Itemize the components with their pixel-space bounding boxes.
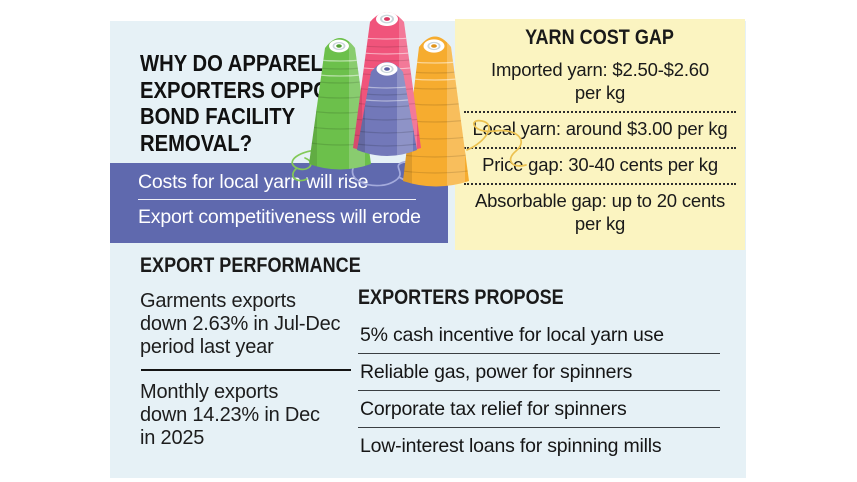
main-title-line: BOND FACILITY <box>140 103 296 130</box>
yarn-cost-item-imported: Imported yarn: $2.50-$2.60 per kg <box>464 54 736 113</box>
exporters-propose-section: EXPORTERS PROPOSE 5% cash incentive for … <box>358 286 720 464</box>
propose-item: Reliable gas, power for spinners <box>358 354 720 391</box>
exporters-propose-title: EXPORTERS PROPOSE <box>358 286 564 309</box>
concerns-divider <box>138 199 416 200</box>
main-title-line: EXPORTERS OPPOSE <box>140 76 356 103</box>
export-performance-section: EXPORT PERFORMANCE Garments exports down… <box>140 254 365 450</box>
main-title: WHY DO APPAREL EXPORTERS OPPOSE BOND FAC… <box>140 50 440 157</box>
concern-item: Export competitiveness will erode <box>138 206 421 228</box>
main-title-line: REMOVAL? <box>140 130 253 157</box>
yarn-cost-item-absorbable-gap: Absorbable gap: up to 20 cents per kg <box>474 189 726 234</box>
yarn-cost-gap-box: YARN COST GAP Imported yarn: $2.50-$2.60… <box>455 19 745 250</box>
concerns-band: Costs for local yarn will rise Export co… <box>110 163 448 243</box>
yarn-cost-gap-title: YARN COST GAP <box>525 26 675 49</box>
main-title-lines: WHY DO APPAREL EXPORTERS OPPOSE BOND FAC… <box>140 50 404 157</box>
main-title-line: WHY DO APPAREL <box>140 50 323 76</box>
propose-item: 5% cash incentive for local yarn use <box>358 317 720 354</box>
export-performance-item: Garments exports down 2.63% in Jul-Dec p… <box>140 290 341 359</box>
yarn-cost-item-price-gap: Price gap: 30-40 cents per kg <box>464 149 736 185</box>
propose-item: Low-interest loans for spinning mills <box>360 435 662 457</box>
yarn-cost-item-local: Local yarn: around $3.00 per kg <box>464 113 736 149</box>
export-performance-title: EXPORT PERFORMANCE <box>140 254 361 277</box>
export-performance-item: Monthly exports down 14.23% in Dec in 20… <box>140 380 320 449</box>
export-performance-divider <box>141 368 351 371</box>
propose-item: Corporate tax relief for spinners <box>358 391 720 428</box>
concern-item: Costs for local yarn will rise <box>138 171 369 193</box>
